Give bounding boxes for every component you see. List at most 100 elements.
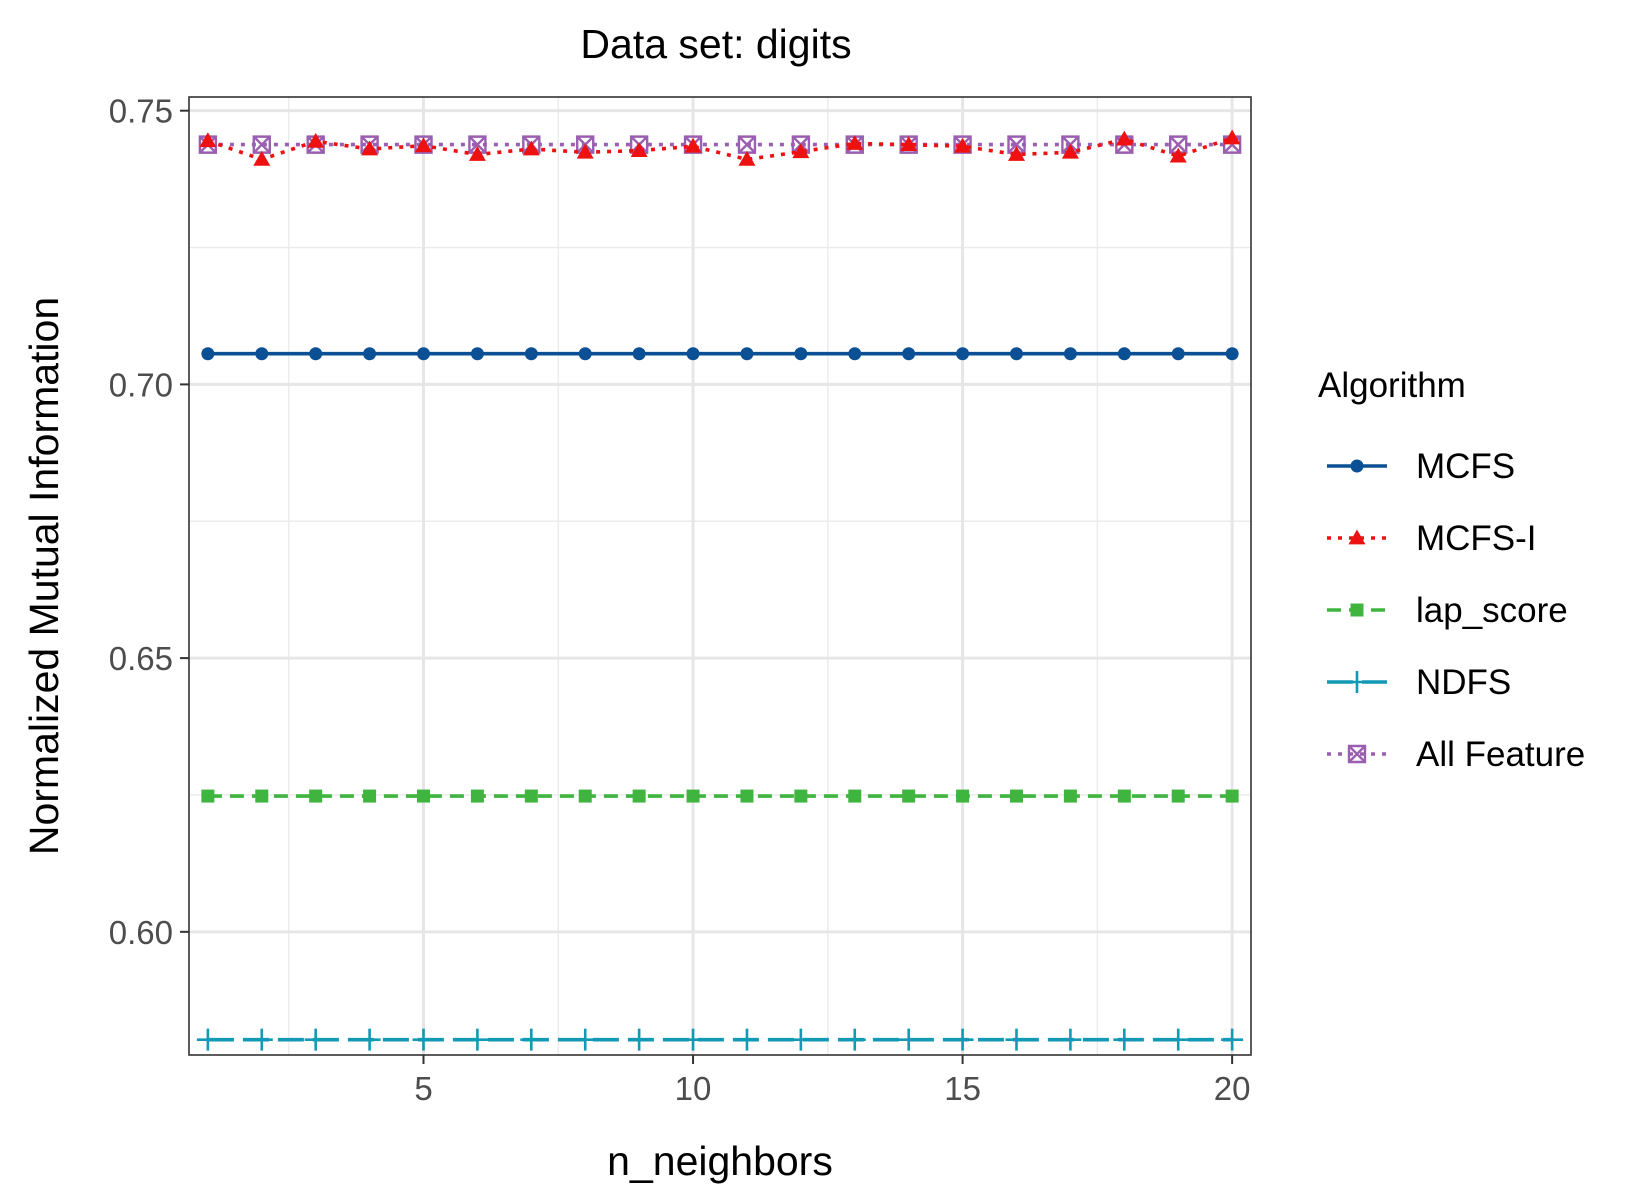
plot-background (189, 97, 1251, 1055)
x-axis-title: n_neighbors (607, 1138, 833, 1184)
data-point (470, 789, 484, 803)
data-point (1348, 529, 1366, 545)
data-point (686, 347, 700, 361)
data-point (954, 137, 972, 153)
data-point (574, 1028, 597, 1051)
data-point (578, 347, 592, 361)
y-tick-label: 0.75 (109, 93, 173, 130)
legend-item: NDFS (1327, 663, 1511, 702)
legend-title: Algorithm (1318, 366, 1466, 405)
data-point (843, 1028, 866, 1051)
legend-label: All Feature (1416, 735, 1585, 774)
data-point (682, 1028, 705, 1051)
data-point (956, 789, 970, 803)
plot-border (188, 96, 1252, 1056)
data-point (576, 143, 594, 159)
data-point (846, 135, 864, 150)
data-point (902, 347, 916, 361)
data-point (628, 1028, 651, 1051)
legend-label: MCFS-I (1416, 519, 1537, 558)
data-point (309, 347, 323, 361)
data-point (466, 1028, 489, 1051)
plot-area (188, 96, 1252, 1056)
data-point (630, 142, 648, 158)
data-point (1169, 147, 1187, 163)
y-tick-label: 0.70 (109, 366, 173, 403)
data-point (632, 347, 646, 361)
data-point (1350, 603, 1364, 617)
data-point (1346, 671, 1368, 693)
data-point (520, 1028, 543, 1051)
y-axis: 0.60 0.65 0.70 0.75 (109, 93, 189, 951)
data-point (468, 145, 486, 161)
data-point (304, 1028, 327, 1051)
data-point (1059, 1028, 1082, 1051)
data-point (632, 789, 646, 803)
data-point (1171, 789, 1185, 803)
data-point (1007, 145, 1025, 161)
legend-item: MCFS-I (1327, 519, 1537, 558)
data-point (902, 789, 916, 803)
data-point (848, 347, 862, 361)
data-point (735, 1028, 758, 1051)
data-point (412, 1028, 435, 1051)
data-point (1117, 789, 1131, 803)
legend-item: All Feature (1327, 735, 1585, 774)
data-point (1005, 1028, 1028, 1051)
data-point (252, 135, 271, 154)
x-tick-label: 20 (1214, 1070, 1251, 1107)
data-point (1350, 459, 1364, 473)
data-point (1117, 347, 1131, 361)
data-point (1347, 744, 1367, 764)
data-point (417, 347, 431, 361)
series-ndfs (196, 1028, 1244, 1051)
chart-title: Data set: digits (580, 21, 851, 67)
data-point (250, 1028, 273, 1051)
data-point (578, 789, 592, 803)
data-point (524, 347, 538, 361)
data-point (1009, 789, 1023, 803)
data-point (951, 1028, 974, 1051)
data-point (1221, 1028, 1244, 1051)
data-point (1225, 789, 1239, 803)
data-point (468, 135, 487, 154)
data-point (848, 789, 862, 803)
data-point (789, 1028, 812, 1051)
series-lap-score (201, 789, 1239, 803)
data-point (1223, 129, 1241, 145)
data-point (956, 347, 970, 361)
data-point (794, 789, 808, 803)
data-point (1171, 347, 1185, 361)
data-point (363, 789, 377, 803)
x-tick-label: 15 (944, 1070, 981, 1107)
data-point (255, 789, 269, 803)
series-mcfs-i (199, 129, 1241, 166)
data-point (1063, 347, 1077, 361)
data-point (253, 150, 271, 166)
data-point (738, 150, 756, 166)
data-point (1113, 1028, 1136, 1051)
x-axis: 5 10 15 20 (414, 1055, 1250, 1107)
legend-label: MCFS (1416, 447, 1515, 486)
data-point (309, 789, 323, 803)
data-point (794, 347, 808, 361)
data-point (1063, 789, 1077, 803)
data-point (792, 143, 810, 159)
data-point (1061, 143, 1079, 159)
data-point (201, 789, 215, 803)
data-point (199, 132, 217, 148)
data-point (1225, 347, 1239, 361)
data-point (363, 347, 377, 361)
data-point (196, 1028, 219, 1051)
legend: Algorithm MCFS MCFS-I lap_score NDFS All Fea… (1318, 366, 1585, 774)
data-point (900, 136, 918, 152)
series-mcfs (201, 347, 1239, 361)
legend-item: MCFS (1327, 447, 1515, 486)
data-point (361, 140, 379, 156)
x-tick-label: 10 (675, 1070, 712, 1107)
data-point (358, 1028, 381, 1051)
y-axis-title: Normalized Mutual Information (21, 297, 67, 855)
data-point (737, 135, 757, 154)
data-point (740, 347, 754, 361)
